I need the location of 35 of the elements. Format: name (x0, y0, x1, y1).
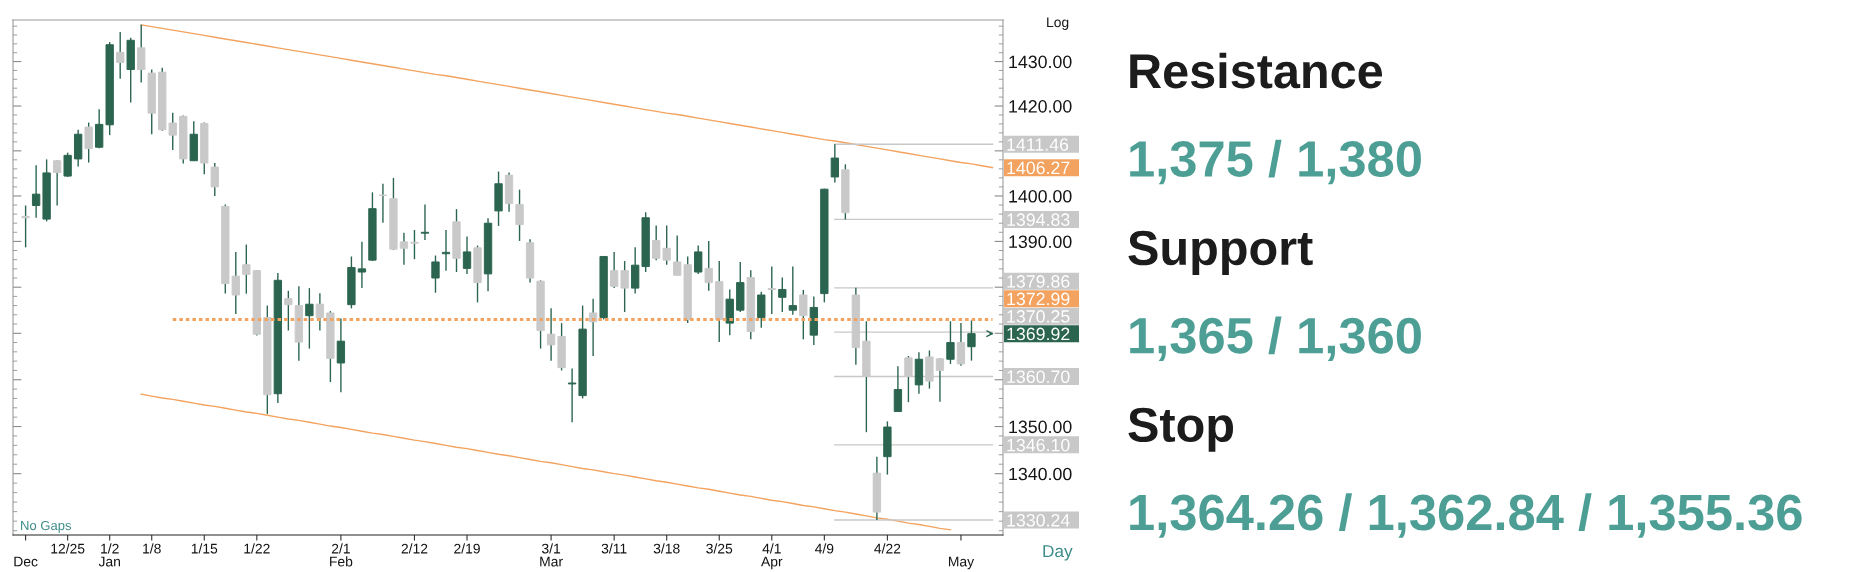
x-tick-label: 12/25 (51, 543, 85, 554)
x-tick-label: 3/1 Mar (540, 543, 563, 567)
x-tick-label: 1/22 (244, 543, 270, 554)
x-tick-label: 1/15 (191, 543, 218, 554)
text: Day (1043, 545, 1073, 561)
x-tick-label: 1/2 Jan (98, 543, 120, 567)
text: Stop (1128, 407, 1234, 452)
x-tick-label: 3/18 (653, 543, 680, 554)
text: Support (1128, 230, 1313, 275)
y-tick-label: 1430.00 (1009, 55, 1072, 69)
x-tick-label: 4/22 (874, 543, 901, 554)
data-label: 1372.99 (1007, 292, 1070, 306)
y-tick-label: 1400.00 (1009, 189, 1072, 203)
y-tick-label: 1350.00 (1009, 420, 1072, 434)
text: 1,375 / 1,380 (1130, 139, 1421, 185)
y-tick-label: 1390.00 (1009, 235, 1072, 249)
text: Log (1047, 17, 1069, 30)
text: 1,364.26 / 1,362.84 / 1,355.36 (1130, 493, 1802, 538)
x-tick-label: 2/12 (401, 543, 428, 554)
x-tick-label: 4/9 (815, 543, 834, 554)
y-tick-label: 1340.00 (1009, 467, 1072, 481)
x-tick-label: 3/11 (601, 543, 627, 554)
x-tick-label: 4/1 Apr (761, 543, 783, 570)
x-tick-label: Dec (14, 556, 38, 567)
data-label: 1406.27 (1007, 161, 1070, 175)
x-tick-label: 2/1 Feb (330, 543, 353, 567)
text: Resistance (1130, 52, 1383, 89)
y-tick-label: 1420.00 (1009, 100, 1072, 113)
x-tick-label: 3/25 (706, 543, 733, 554)
x-tick-label: May (948, 556, 975, 570)
annotation: No Gaps (21, 520, 72, 533)
x-tick-label: 2/19 (454, 543, 480, 554)
text: 1369.92 (1007, 327, 1070, 341)
x-tick-label: 1/8 (143, 543, 161, 554)
text: 1,365 / 1,360 (1130, 316, 1421, 362)
